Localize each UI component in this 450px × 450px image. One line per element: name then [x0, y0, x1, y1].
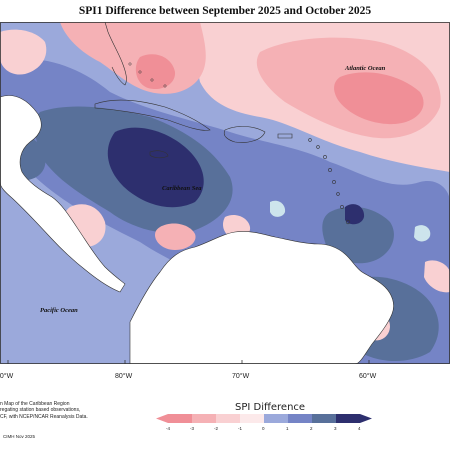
lesser-antilles — [308, 138, 351, 225]
label-atlantic-ocean: Atlantic Ocean — [344, 65, 386, 72]
label-caribbean-sea: Caribbean Sea — [162, 185, 202, 192]
florida-outline — [104, 22, 127, 86]
field-neg-strong — [334, 72, 424, 125]
map-note: n Map of the Caribbean Region regating s… — [0, 401, 120, 420]
legend-swatch — [312, 414, 336, 423]
label-pacific-ocean: Pacific Ocean — [40, 307, 78, 314]
south-america-land — [129, 231, 394, 364]
legend-tick-label: 3 — [334, 426, 337, 431]
field-neg-light — [424, 260, 450, 293]
legend-swatch — [336, 414, 360, 423]
legend-title: SPI Difference — [235, 402, 305, 413]
field-pos-strong — [322, 206, 394, 264]
cuba-island — [94, 99, 211, 131]
field-pos-max — [345, 204, 365, 225]
field-neg-mid — [155, 223, 196, 250]
note-line: CF, with NCEP/NCAR Reanalysis Data. — [0, 413, 88, 420]
legend-tick-label: 0 — [262, 426, 265, 431]
note-line: regating station based observations, — [0, 407, 81, 414]
spi-difference-map: Atlantic Ocean Caribbean Sea Pacific Oce… — [0, 22, 450, 364]
legend-tick-label: -3 — [190, 426, 194, 431]
note-line: n Map of the Caribbean Region — [0, 401, 70, 407]
field-neg-light — [0, 29, 47, 75]
legend-swatch — [192, 414, 216, 423]
legend-arrow-left — [156, 414, 168, 423]
legend-arrow-right — [360, 414, 372, 423]
legend-swatch — [264, 414, 288, 423]
puerto-rico-island — [277, 133, 293, 139]
longitude-axis: 90°W 80°W 70°W 60°W — [0, 372, 377, 380]
lon-tick-label: 90°W — [0, 372, 14, 380]
legend-swatch — [240, 414, 264, 423]
color-legend: SPI Difference -4 -3 -2 -1 0 1 2 3 4 — [156, 402, 372, 431]
legend-tick-label: 1 — [286, 426, 289, 431]
legend-tick-label: -1 — [238, 426, 242, 431]
legend-swatch — [168, 414, 192, 423]
longitude-ticks — [7, 360, 370, 364]
field-neutral — [270, 200, 286, 217]
field-pos-max — [107, 127, 204, 208]
lon-tick-label: 60°W — [359, 372, 377, 380]
lon-tick-label: 80°W — [115, 372, 133, 380]
map-title: SPI1 Difference between September 2025 a… — [78, 5, 372, 17]
legend-tick-label: 2 — [310, 426, 313, 431]
bahamas — [128, 62, 167, 88]
lon-tick-label: 70°W — [232, 372, 250, 380]
field-neg-strong — [135, 54, 176, 90]
legend-swatch — [288, 414, 312, 423]
field-neutral — [414, 225, 431, 242]
central-america-land — [0, 95, 126, 293]
jamaica-island — [149, 150, 169, 159]
hispaniola-island — [223, 126, 266, 143]
copyright-text: CIMH Nov 2025 — [3, 434, 36, 439]
legend-tick-label: -2 — [214, 426, 218, 431]
legend-tick-label: 4 — [358, 426, 361, 431]
legend-tick-label: -4 — [166, 426, 170, 431]
legend-swatch — [216, 414, 240, 423]
